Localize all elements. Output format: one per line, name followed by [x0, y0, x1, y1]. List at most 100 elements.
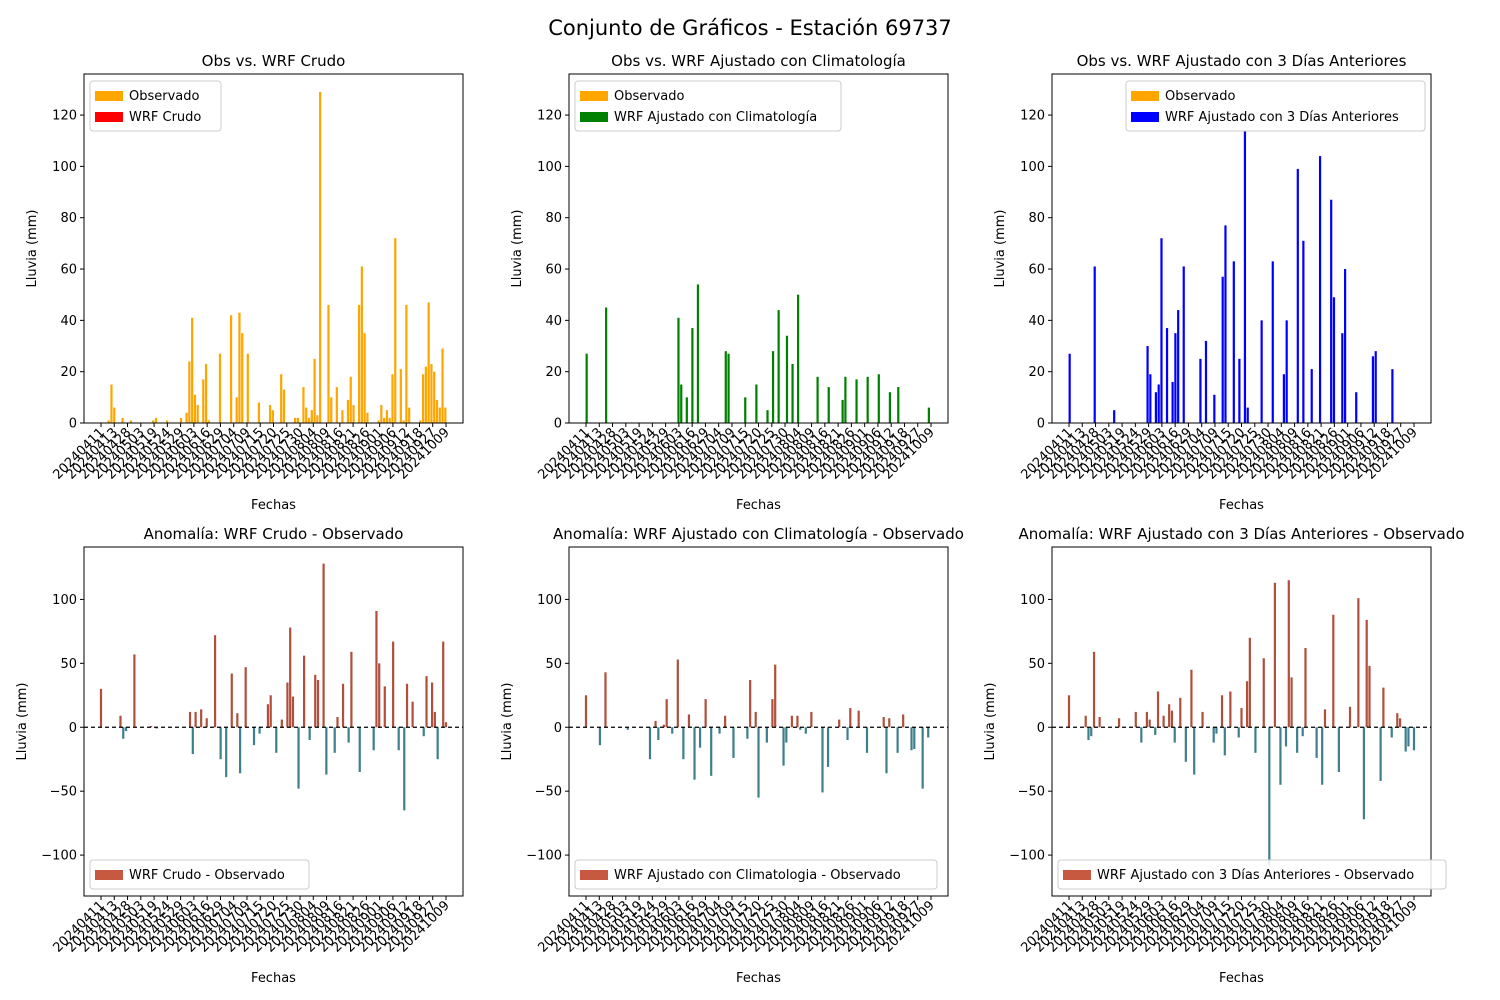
bar	[333, 727, 336, 753]
y-tick-label: 120	[52, 109, 77, 124]
bar	[191, 317, 194, 423]
legend-swatch	[580, 112, 608, 122]
bar	[1285, 320, 1288, 423]
legend-label: Observado	[1165, 89, 1236, 104]
bar	[1068, 353, 1071, 423]
x-axis-label: Fechas	[736, 498, 781, 513]
bar	[799, 727, 802, 730]
bar	[225, 727, 228, 778]
bar	[194, 711, 197, 728]
bar	[896, 727, 899, 753]
bar	[385, 410, 389, 423]
bar	[1323, 709, 1327, 728]
bar	[427, 302, 430, 423]
bar	[910, 727, 913, 751]
y-tick-label: 50	[60, 657, 77, 672]
bar	[797, 294, 800, 423]
bar	[1201, 711, 1204, 728]
bar	[710, 727, 713, 776]
bars	[1067, 580, 1416, 866]
legend-swatch	[580, 870, 608, 880]
bar	[927, 727, 930, 738]
bar	[313, 358, 316, 423]
bar	[1184, 727, 1187, 762]
bar	[155, 727, 158, 729]
bar	[308, 727, 311, 741]
bar	[319, 91, 322, 424]
bar	[838, 719, 841, 728]
legend-label: WRF Ajustado con 3 Días Anteriores	[1165, 110, 1399, 125]
bar	[110, 384, 113, 423]
bar	[358, 727, 361, 772]
bar	[303, 655, 306, 728]
bar	[399, 369, 402, 423]
bar	[584, 695, 588, 728]
chart-title: Anomalía: WRF Crudo - Observado	[144, 525, 404, 543]
bar	[1182, 266, 1185, 423]
bar	[1171, 381, 1174, 423]
bar	[366, 412, 369, 423]
bar	[350, 651, 353, 728]
bar	[435, 399, 439, 423]
bar	[921, 727, 924, 789]
y-tick-label: 0	[554, 721, 562, 736]
bar	[444, 407, 447, 423]
y-tick-label: 0	[554, 417, 562, 432]
bar	[419, 420, 422, 423]
bar	[436, 727, 439, 760]
bar	[827, 387, 830, 423]
bar	[122, 727, 125, 739]
legend-label: WRF Ajustado con Climatología	[614, 110, 817, 125]
legend-swatch	[580, 91, 608, 101]
bar	[774, 664, 777, 728]
bar	[791, 363, 794, 423]
bar	[286, 682, 289, 728]
bar	[213, 635, 217, 728]
y-tick-label: −100	[1009, 849, 1045, 864]
bar	[152, 420, 155, 423]
legend: Observado WRF Ajustado con 3 Días Anterio…	[1125, 80, 1426, 132]
bar	[771, 351, 775, 423]
bar	[293, 417, 297, 423]
bar	[430, 682, 434, 728]
bar	[1404, 727, 1407, 752]
y-tick-label: 50	[545, 657, 562, 672]
bar	[433, 371, 436, 423]
bar	[1098, 717, 1101, 728]
bar	[1087, 727, 1090, 741]
x-axis-label: Fechas	[251, 498, 296, 513]
bar	[383, 417, 386, 423]
bar	[1238, 358, 1241, 423]
bar	[430, 363, 433, 423]
bar	[360, 266, 363, 423]
bar	[1093, 266, 1096, 423]
chart-anomaly-wrf-raw: Anomalía: WRF Crudo - Observado −100 −50 0 5…	[15, 525, 464, 986]
bar	[744, 397, 747, 423]
legend-swatch	[1131, 91, 1159, 101]
bar	[238, 312, 241, 423]
bar	[383, 686, 386, 728]
bar	[654, 720, 657, 728]
bar	[1117, 718, 1121, 728]
chart-title: Anomalía: WRF Ajustado con 3 Días Anteri…	[1018, 525, 1464, 543]
bar	[1213, 394, 1216, 423]
bar	[397, 727, 400, 751]
bar	[1177, 310, 1180, 423]
bar	[724, 351, 727, 423]
bars	[107, 91, 447, 424]
y-tick-label: 60	[60, 263, 77, 278]
bar	[816, 376, 819, 423]
bar	[1282, 374, 1286, 423]
bar	[1157, 384, 1160, 423]
x-axis-label: Fechas	[251, 971, 296, 986]
y-tick-label: 0	[1037, 721, 1045, 736]
bar	[239, 727, 242, 774]
bar	[185, 412, 188, 423]
legend: Observado WRF Crudo	[89, 80, 222, 132]
y-tick-label: −50	[1018, 785, 1045, 800]
bar	[1337, 727, 1340, 772]
bar	[718, 727, 721, 734]
bar	[258, 727, 261, 734]
bar	[119, 715, 122, 728]
bar	[849, 708, 852, 728]
